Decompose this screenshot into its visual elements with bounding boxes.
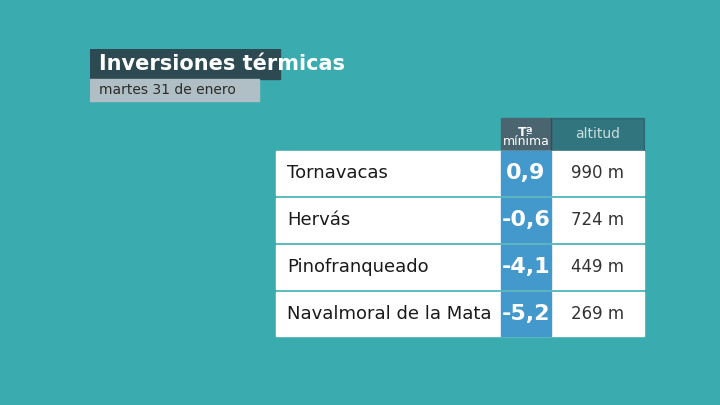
- Bar: [90, 79, 259, 101]
- Bar: [500, 245, 551, 289]
- Text: mínima: mínima: [503, 135, 549, 148]
- Bar: [500, 118, 551, 151]
- Bar: [500, 198, 551, 242]
- Text: 0,9: 0,9: [506, 163, 546, 183]
- Bar: [500, 151, 551, 195]
- Text: Tornavacas: Tornavacas: [287, 164, 388, 182]
- Bar: [551, 118, 644, 151]
- Text: Tª: Tª: [518, 126, 534, 139]
- Bar: [90, 49, 280, 79]
- Text: -0,6: -0,6: [502, 210, 550, 230]
- Text: Navalmoral de la Mata: Navalmoral de la Mata: [287, 305, 491, 323]
- Text: Hervás: Hervás: [287, 211, 350, 229]
- Bar: [276, 198, 644, 242]
- Bar: [276, 151, 644, 195]
- Text: altitud: altitud: [575, 128, 620, 141]
- Text: -5,2: -5,2: [502, 304, 550, 324]
- Bar: [500, 292, 551, 336]
- Text: Inversiones térmicas: Inversiones térmicas: [99, 54, 346, 74]
- Text: 449 m: 449 m: [571, 258, 624, 276]
- Text: 990 m: 990 m: [571, 164, 624, 182]
- Bar: [276, 245, 644, 289]
- Bar: [276, 292, 644, 336]
- Text: martes 31 de enero: martes 31 de enero: [99, 83, 236, 97]
- Text: 724 m: 724 m: [571, 211, 624, 229]
- Text: 269 m: 269 m: [571, 305, 624, 323]
- Text: Pinofranqueado: Pinofranqueado: [287, 258, 428, 276]
- Text: -4,1: -4,1: [502, 257, 550, 277]
